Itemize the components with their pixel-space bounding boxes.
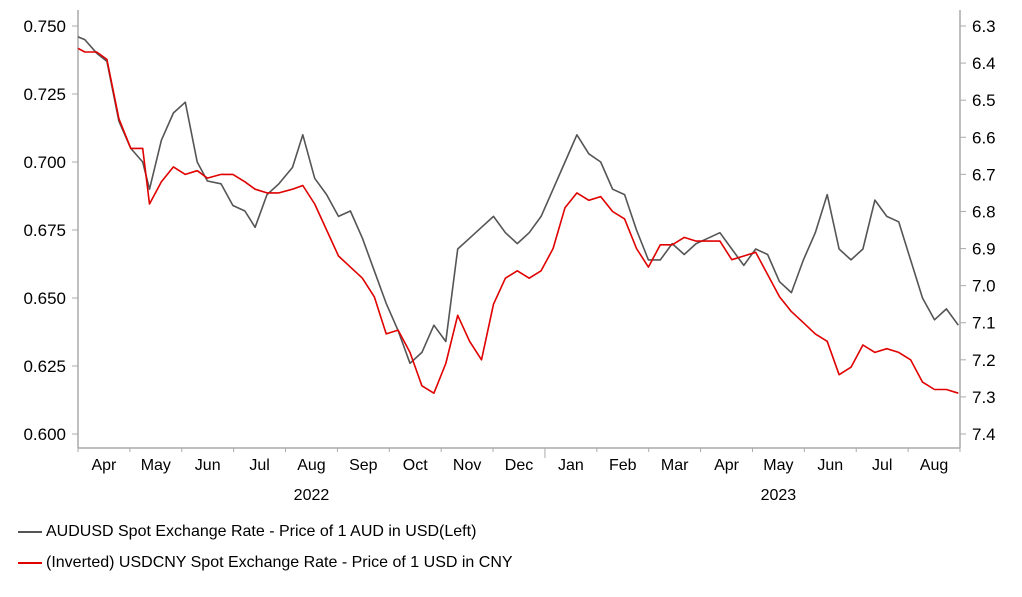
month-label: Apr bbox=[714, 457, 740, 474]
month-label: Nov bbox=[453, 457, 481, 474]
month-label: Sep bbox=[349, 457, 378, 474]
right-tick-label: 7.3 bbox=[972, 388, 996, 407]
left-tick-label: 0.600 bbox=[23, 425, 66, 444]
month-label: Jul bbox=[249, 457, 269, 474]
month-label: Apr bbox=[91, 457, 117, 474]
left-tick-label: 0.725 bbox=[23, 85, 66, 104]
left-tick-label: 0.675 bbox=[23, 221, 66, 240]
right-tick-label: 6.5 bbox=[972, 91, 996, 110]
series-lines bbox=[77, 36, 959, 395]
right-tick-label: 6.7 bbox=[972, 165, 996, 184]
month-label: Aug bbox=[920, 457, 948, 474]
month-label: Feb bbox=[609, 457, 637, 474]
chart: 0.600 0.625 0.650 0.675 0.700 0.725 0.750 6.3 6.… bbox=[23, 10, 996, 500]
legend-item-audusd: AUDUSD Spot Exchange Rate - Price of 1 A… bbox=[18, 523, 476, 541]
legend-swatch-red bbox=[18, 562, 42, 564]
month-label: Mar bbox=[661, 457, 689, 474]
legend-label: (Inverted) USDCNY Spot Exchange Rate - P… bbox=[46, 554, 513, 571]
right-tick-label: 7.2 bbox=[972, 351, 996, 370]
right-tick-label: 6.8 bbox=[972, 202, 996, 221]
year-label: 2022 bbox=[294, 487, 330, 500]
legend-swatch-gray bbox=[18, 531, 42, 533]
month-label: Jun bbox=[817, 457, 843, 474]
month-label: Aug bbox=[297, 457, 325, 474]
month-label: May bbox=[763, 457, 793, 474]
left-tick-label: 0.700 bbox=[23, 153, 66, 172]
right-tick-label: 7.0 bbox=[972, 277, 996, 296]
month-label: Jun bbox=[195, 457, 221, 474]
right-tick-label: 6.9 bbox=[972, 240, 996, 259]
left-tick-label: 0.650 bbox=[23, 289, 66, 308]
month-label: Oct bbox=[403, 457, 428, 474]
legend-item-usdcny: (Inverted) USDCNY Spot Exchange Rate - P… bbox=[18, 554, 513, 572]
left-tick-label: 0.750 bbox=[23, 17, 66, 36]
year-label: 2023 bbox=[761, 487, 797, 500]
right-tick-label: 6.4 bbox=[972, 54, 996, 73]
usdcny-inverted-line bbox=[77, 47, 959, 395]
month-label: Dec bbox=[505, 457, 533, 474]
month-label: Jan bbox=[558, 457, 584, 474]
left-tick-label: 0.625 bbox=[23, 357, 66, 376]
legend-label: AUDUSD Spot Exchange Rate - Price of 1 A… bbox=[46, 523, 477, 540]
audusd-line bbox=[77, 36, 959, 365]
right-tick-label: 7.1 bbox=[972, 314, 996, 333]
month-label: Jul bbox=[872, 457, 892, 474]
axes: 0.600 0.625 0.650 0.675 0.700 0.725 0.750 6.3 6.… bbox=[23, 10, 996, 500]
right-tick-label: 7.4 bbox=[972, 425, 996, 444]
month-label: May bbox=[141, 457, 171, 474]
right-tick-label: 6.3 bbox=[972, 17, 996, 36]
right-tick-label: 6.6 bbox=[972, 128, 996, 147]
